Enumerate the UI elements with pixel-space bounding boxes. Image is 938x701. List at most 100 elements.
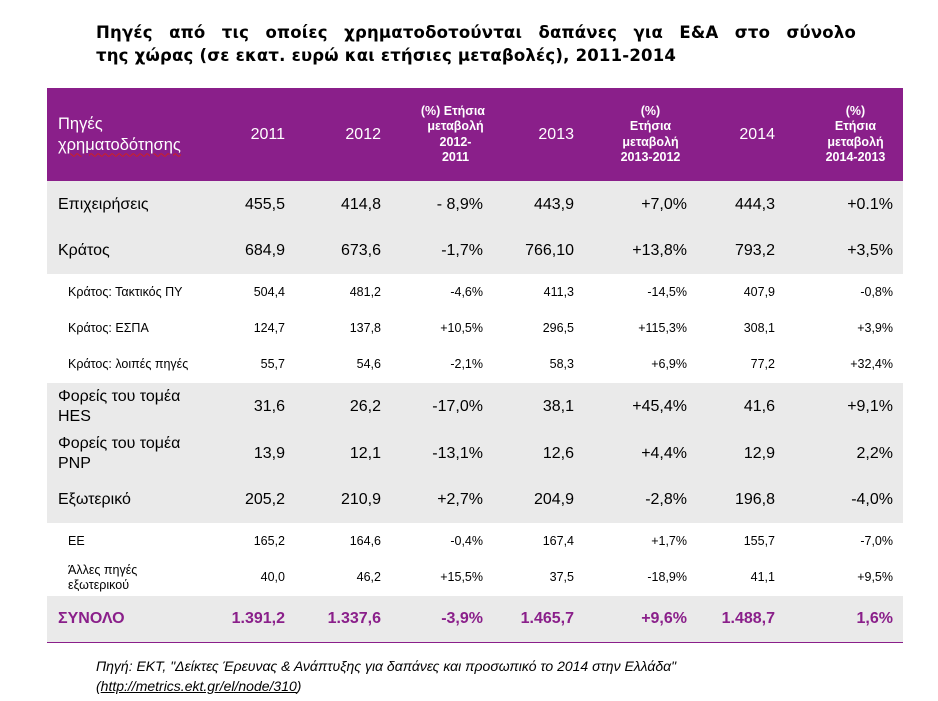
cell-2014: 308,1 xyxy=(743,320,775,335)
cell-2011: 55,7 xyxy=(260,357,285,371)
row-label: Άλλες πηγές εξωτερικού xyxy=(47,559,198,596)
row-label: Φορείς του τομέα PNP xyxy=(47,430,198,477)
cell-2013: 766,10 xyxy=(525,242,574,259)
header-change-1-line-1: (%) Ετήσια xyxy=(420,103,485,118)
cell-2011: 504,4 xyxy=(253,284,285,299)
cell-2012: 673,6 xyxy=(340,242,381,259)
cell-2012: 12,1 xyxy=(349,444,381,462)
cell-change-2013-2012: -14,5% xyxy=(647,284,687,299)
cell-2014: 41,6 xyxy=(743,397,775,415)
cell-2012: 210,9 xyxy=(340,491,381,508)
table-row-businesses: Επιχειρήσεις 455,5 414,8 - 8,9% 443,9 +7… xyxy=(47,181,903,228)
header-change-1-line-3: 2012-2011 xyxy=(439,134,472,165)
cell-change-2013-2012: +45,4% xyxy=(632,397,687,415)
cell-2011: 684,9 xyxy=(244,242,285,259)
cell-2013: 204,9 xyxy=(533,491,574,508)
cell-change-2014-2013: +9,5% xyxy=(857,570,893,584)
funding-sources-table: Πηγές χρηματοδότησης 2011 2012 (%) Ετήσι… xyxy=(47,88,903,643)
row-label-line-2: HES xyxy=(58,407,91,425)
cell-change-2013-2012: +6,9% xyxy=(651,357,687,371)
header-change-1-line-2: μεταβολή xyxy=(427,119,484,133)
title-line-2: της χώρας (σε εκατ. ευρώ και ετήσιες μετ… xyxy=(96,46,677,65)
header-year-2014: 2014 xyxy=(739,125,775,143)
cell-change-2013-2012: +115,3% xyxy=(638,320,687,335)
source-link[interactable]: http://metrics.ekt.gr/el/node/310 xyxy=(100,678,297,694)
table-row-state-regular-budget: Κράτος: Τακτικός ΠΥ 504,4 481,2 -4,6% 41… xyxy=(47,274,903,310)
cell-change-2012-2011: +10,5% xyxy=(440,320,483,335)
header-change-2-line-3: μεταβολή xyxy=(622,134,679,149)
cell-change-2014-2013: +0.1% xyxy=(847,195,893,213)
header-change-2-line-1: (%) xyxy=(640,103,661,118)
cell-change-2013-2012: +7,0% xyxy=(641,195,687,213)
cell-change-2012-2011: -1,7% xyxy=(441,242,483,259)
table-header-row: Πηγές χρηματοδότησης 2011 2012 (%) Ετήσι… xyxy=(47,88,903,181)
row-label-line-1: Φορείς του τομέα xyxy=(58,387,181,405)
cell-change-2014-2013: 2,2% xyxy=(856,444,893,462)
cell-2013: 1.465,7 xyxy=(493,596,584,643)
cell-change-2012-2011: - 8,9% xyxy=(436,195,483,213)
table-row-eu: ΕΕ 165,2 164,6 -0,4% 167,4 +1,7% 155,7 -… xyxy=(47,523,903,559)
row-label: Φορείς του τομέα HES xyxy=(47,383,198,430)
cell-2013: 296,5 xyxy=(542,320,574,335)
cell-2013: 167,4 xyxy=(542,533,574,548)
cell-2011: 1.391,2 xyxy=(198,596,293,643)
source-open-paren: ( xyxy=(96,678,101,694)
cell-2011: 124,7 xyxy=(253,320,285,335)
cell-2014: 1.488,7 xyxy=(697,596,778,643)
cell-change-2014-2013: 1,6% xyxy=(778,596,903,643)
header-change-2-line-4: 2013-2012 xyxy=(620,150,681,164)
row-label: Κράτος: ΕΣΠΑ xyxy=(68,320,149,335)
cell-2014: 12,9 xyxy=(743,444,775,462)
title-line-1: Πηγές από τις οποίες χρηματοδοτούνται δα… xyxy=(96,23,856,42)
source-note: Πηγή: ΕΚΤ, "Δείκτες Έρευνας & Ανάπτυξης … xyxy=(96,656,676,696)
cell-2013: 38,1 xyxy=(542,397,574,415)
document-title: Πηγές από τις οποίες χρηματοδοτούνται δα… xyxy=(96,21,856,67)
cell-change-2014-2013: +32,4% xyxy=(850,357,893,371)
table-row-hes-sector: Φορείς του τομέα HES 31,6 26,2 -17,0% 38… xyxy=(47,383,903,430)
cell-2012: 164,6 xyxy=(349,533,381,548)
header-funding-source: Πηγές χρηματοδότησης xyxy=(47,88,198,181)
cell-change-2013-2012: -18,9% xyxy=(647,570,687,584)
cell-change-2014-2013: -4,0% xyxy=(851,491,893,508)
cell-change-2012-2011: -0,4% xyxy=(450,533,483,548)
cell-change-2012-2011: +2,7% xyxy=(437,491,483,508)
table-row-abroad: Εξωτερικό 205,2 210,9 +2,7% 204,9 -2,8% … xyxy=(47,477,903,523)
header-year-2011: 2011 xyxy=(250,125,285,143)
cell-2014: 77,2 xyxy=(750,357,775,371)
row-label-line-1: Άλλες πηγές xyxy=(68,562,138,577)
row-label: Κράτος: λοιπές πηγές xyxy=(68,357,189,371)
cell-2014: 41,1 xyxy=(750,570,775,584)
header-change-3-line-4: 2014-2013 xyxy=(825,150,886,164)
cell-2013: 411,3 xyxy=(543,284,574,299)
cell-2014: 407,9 xyxy=(743,284,775,299)
cell-2012: 137,8 xyxy=(349,320,381,335)
cell-2012: 46,2 xyxy=(356,570,381,584)
source-text: Πηγή: ΕΚΤ, "Δείκτες Έρευνας & Ανάπτυξης … xyxy=(96,658,677,674)
cell-change-2014-2013: +3,5% xyxy=(847,242,893,259)
cell-change-2014-2013: -0,8% xyxy=(860,284,893,299)
table-row-state-other-sources: Κράτος: λοιπές πηγές 55,7 54,6 -2,1% 58,… xyxy=(47,346,903,383)
header-change-2013-2012: (%) Ετήσια μεταβολή 2013-2012 xyxy=(584,88,697,181)
cell-2011: 13,9 xyxy=(253,444,285,462)
row-label-line-2: εξωτερικού xyxy=(68,577,130,592)
source-close-paren: ) xyxy=(296,678,302,694)
cell-change-2012-2011: -3,9% xyxy=(386,596,493,643)
header-year-2012: 2012 xyxy=(345,125,381,143)
row-label: Επιχειρήσεις xyxy=(58,195,149,213)
cell-change-2012-2011: -2,1% xyxy=(450,357,483,371)
cell-2012: 26,2 xyxy=(349,397,381,415)
header-change-2012-2011: (%) Ετήσια μεταβολή 2012-2011 xyxy=(386,88,493,181)
cell-change-2013-2012: +9,6% xyxy=(584,596,697,643)
header-year-2013: 2013 xyxy=(538,125,574,143)
cell-change-2014-2013: +3,9% xyxy=(857,320,893,335)
cell-2012: 54,6 xyxy=(356,357,381,371)
cell-change-2014-2013: -7,0% xyxy=(860,533,893,548)
header-change-3-line-2: Ετήσια xyxy=(834,119,877,133)
cell-2013: 12,6 xyxy=(542,444,574,462)
source-link-line: (http://metrics.ekt.gr/el/node/310) xyxy=(96,676,676,696)
cell-2014: 444,3 xyxy=(734,195,775,213)
cell-2011: 40,0 xyxy=(260,570,285,584)
cell-change-2012-2011: -17,0% xyxy=(432,397,483,415)
cell-change-2013-2012: +4,4% xyxy=(641,444,687,462)
row-label: Κράτος xyxy=(58,242,110,259)
